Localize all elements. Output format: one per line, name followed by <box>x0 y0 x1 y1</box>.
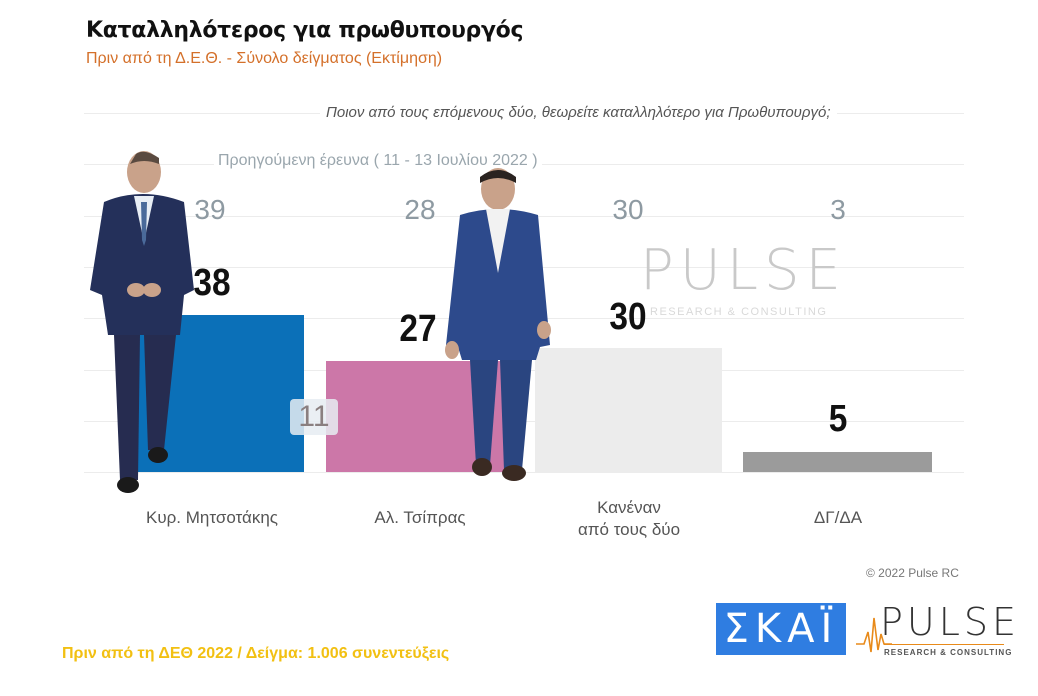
bar-none <box>535 348 722 472</box>
chart-title: Καταλληλότερος για πρωθυπουργός <box>86 18 524 43</box>
bar-dk <box>743 452 932 472</box>
survey-question: Ποιον από τους επόμενους δύο, θεωρείτε κ… <box>320 104 837 121</box>
mitsotakis-photo <box>90 151 194 493</box>
chart-subtitle: Πριν από τη Δ.Ε.Θ. - Σύνολο δείγματος (Ε… <box>86 50 443 67</box>
skai-logo: ΣΚΑΪ <box>716 603 846 655</box>
pulse-logo-line <box>884 644 1004 645</box>
difference-badge: 11 <box>290 399 338 435</box>
category-none-line2: από τους δύο <box>577 520 681 539</box>
pulse-logo-sub: RESEARCH & CONSULTING <box>884 648 1013 657</box>
copyright: © 2022 Pulse RC <box>866 566 959 580</box>
category-none-line1: Κανέναν <box>597 498 661 517</box>
pulse-watermark: PULSE <box>640 238 847 303</box>
prev-value-none: 30 <box>612 194 644 225</box>
footer-sample-info: Πριν από τη ΔΕΘ 2022 / Δείγμα: 1.006 συν… <box>62 645 450 662</box>
value-dk: 5 <box>828 398 848 440</box>
category-mitsotakis: Κυρ. Μητσοτάκης <box>146 508 278 527</box>
value-mitsotakis: 38 <box>193 262 231 304</box>
category-tsipras: Αλ. Τσίπρας <box>374 508 466 527</box>
tsipras-photo <box>445 168 551 481</box>
value-tsipras: 27 <box>399 308 437 350</box>
pulse-wave-icon <box>856 617 892 653</box>
category-none: Κανέναν από τους δύο <box>534 497 724 541</box>
prev-value-dk: 3 <box>830 194 846 225</box>
pulse-watermark-sub: RESEARCH & CONSULTING <box>650 306 828 318</box>
category-dk: ΔΓ/ΔΑ <box>813 508 863 527</box>
prev-value-tsipras: 28 <box>404 194 436 225</box>
pulse-logo: PULSE <box>880 600 1021 644</box>
value-none: 30 <box>609 296 647 338</box>
previous-survey-label: Προηγούμενη έρευνα ( 11 - 13 Ιουλίου 202… <box>214 152 542 170</box>
prev-value-mitsotakis: 39 <box>194 194 226 225</box>
